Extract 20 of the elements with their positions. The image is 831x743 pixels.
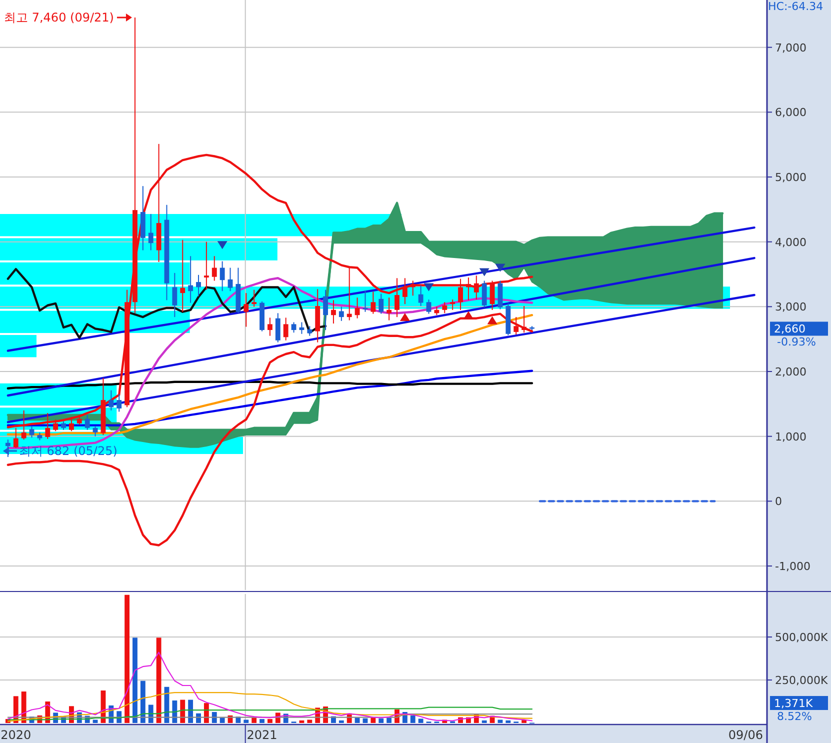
x-tick-label: 2021 xyxy=(246,728,278,742)
y-tick-label: 3,000 xyxy=(775,300,806,314)
y-tick-label: 6,000 xyxy=(775,106,806,120)
y-tick-label: 1,000 xyxy=(775,430,806,444)
text: HC:-64.34 xyxy=(768,0,824,13)
y-tick-label: 5,000 xyxy=(775,171,806,184)
text: -0.93% xyxy=(777,336,816,349)
y-tick-label: 7,000 xyxy=(775,41,806,54)
text: 1,371K xyxy=(774,697,814,710)
y-tick-label: 250,000K xyxy=(775,674,828,687)
y-tick-label: 500,000K xyxy=(775,631,828,644)
y-tick-label: -1,000 xyxy=(775,560,810,574)
text: 2,660 xyxy=(774,322,806,336)
y-tick-label: 0 xyxy=(775,495,782,508)
x-tick-label: 2020 xyxy=(0,728,32,742)
y-tick-label: 2,000 xyxy=(775,366,806,379)
y-tick-label: 4,000 xyxy=(775,236,806,249)
text: 09/06 xyxy=(728,728,763,742)
text: 8.52% xyxy=(777,710,812,723)
annotation: 최고 7,460 (09/21) xyxy=(4,10,114,25)
